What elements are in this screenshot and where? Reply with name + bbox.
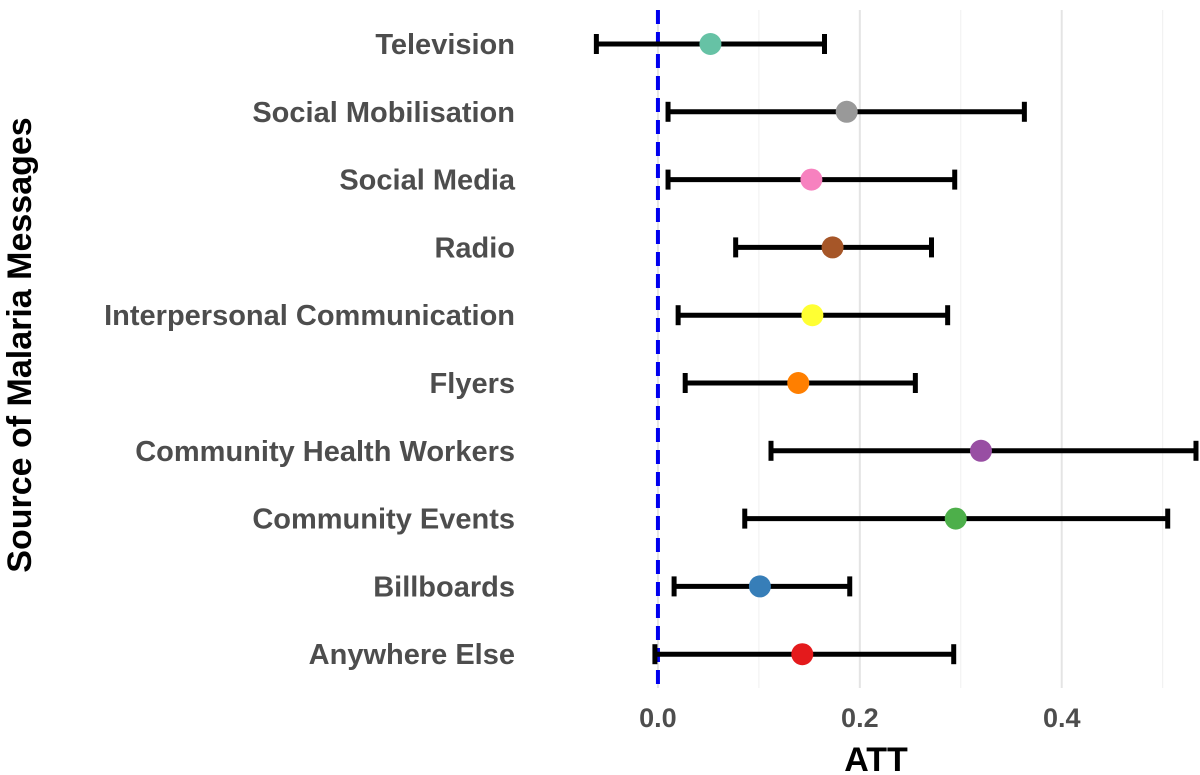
points xyxy=(699,33,992,666)
category-label: Community Health Workers xyxy=(135,436,515,468)
point-estimate xyxy=(821,236,844,259)
category-labels: Television Social Mobilisation Social Medi… xyxy=(104,29,516,671)
point-estimate xyxy=(835,100,858,123)
point-estimate xyxy=(801,304,824,327)
category-label: Television xyxy=(375,29,515,61)
category-label: Flyers xyxy=(430,368,515,400)
point-estimate xyxy=(800,168,823,191)
error-bars xyxy=(593,34,1199,665)
x-axis-title: ATT xyxy=(844,741,908,775)
point-estimate xyxy=(969,439,992,462)
category-label: Radio xyxy=(434,232,515,264)
category-label: Community Events xyxy=(252,504,515,536)
category-label: Social Media xyxy=(339,165,516,197)
point-estimate xyxy=(944,507,967,530)
category-label: Interpersonal Communication xyxy=(104,300,515,332)
point-estimate xyxy=(791,643,814,666)
category-label: Billboards xyxy=(373,571,515,603)
y-axis-title: Source of Malaria Messages xyxy=(1,117,39,572)
point-estimate xyxy=(787,372,810,394)
category-label: Social Mobilisation xyxy=(252,97,515,129)
category-label: Anywhere Else xyxy=(309,639,515,671)
point-estimate xyxy=(699,33,722,55)
point-estimate xyxy=(748,575,771,598)
x-tick-labels: 0.0 0.2 0.4 xyxy=(639,703,1080,733)
x-tick-label: 0.0 xyxy=(639,703,677,733)
x-tick-label: 0.2 xyxy=(841,703,879,733)
x-tick-label: 0.4 xyxy=(1043,703,1081,733)
